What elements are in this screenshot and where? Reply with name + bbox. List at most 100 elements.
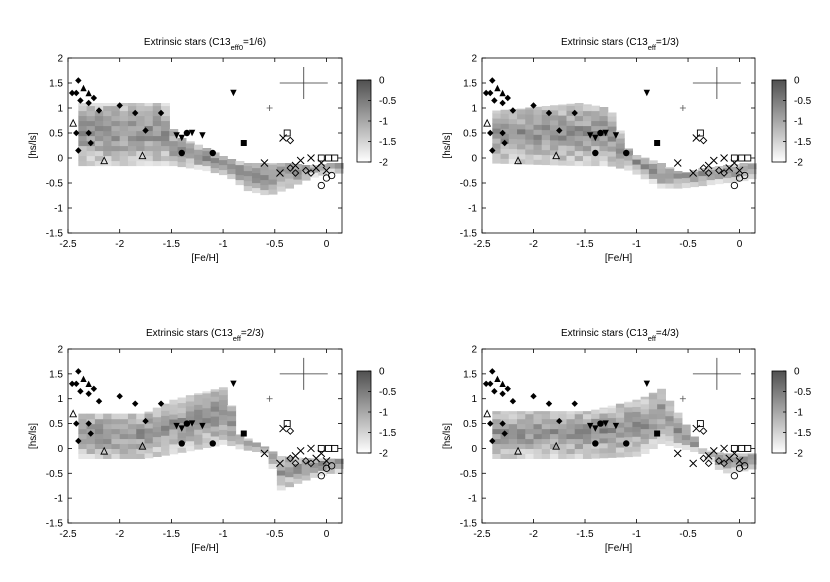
heatmap-cell [127,130,137,137]
heatmap-cell [615,436,625,443]
heatmap-cell [533,129,543,135]
heatmap-cell [169,404,179,410]
heatmap-cell [161,420,170,426]
heatmap-cell [549,428,559,435]
heatmap-cell [574,115,584,122]
heatmap-cell [285,466,295,473]
heatmap-cell [285,461,295,468]
y-tick-label: 1 [57,394,63,405]
x-tick-label: -1.5 [163,239,181,250]
heatmap-cell [144,447,154,454]
star-cross [322,457,331,465]
heatmap-cell [517,411,526,415]
heatmap-cell [574,443,584,450]
star-triangle-filled [85,380,92,387]
colorbar-tick-label: 0 [794,367,800,378]
heatmap-cell [582,418,592,425]
star-diamond-filled [87,139,94,147]
heatmap-cell [632,155,642,160]
heatmap-cell [301,175,311,181]
heatmap-cell [508,128,518,135]
heatmap-cell [492,423,502,430]
heatmap-cell [127,443,137,450]
heatmap-cell [714,464,724,470]
heatmap-cell [665,168,675,174]
chart-panel-3: -2.5 -2 -1.5 -1 -0.5 0 -1.5 -1 -0.5 0 0.5 1 1.5 2 [Fe/… [28,328,397,554]
heatmap-cell [210,152,220,159]
heatmap-cell [103,130,113,137]
heatmap-cell [492,123,502,129]
heatmap-cell [492,158,502,164]
heatmap-cell [566,423,576,430]
heatmap-cell [517,108,526,110]
star-cross [260,159,269,167]
heatmap-cell [508,423,518,430]
y-tick-label: -1 [468,204,477,215]
heatmap-cell [632,421,642,427]
star-diamond-filled [499,99,506,107]
heatmap-cell [94,418,104,425]
star-cross [673,159,682,167]
heatmap-cell [103,103,113,107]
heatmap-cell [549,411,559,415]
heatmap-cell [582,428,592,435]
heatmap-cell [599,407,609,409]
star-cross [291,452,300,460]
heatmap-cell [276,484,286,491]
star-cross [720,444,728,453]
heatmap-cell [665,400,675,407]
heatmap-cell [144,155,154,162]
heatmap-cell [739,163,749,167]
star-triangle-open [552,441,561,450]
star-diamond-filled [85,390,92,397]
star-plus [266,105,273,111]
star-triangle-open [69,118,78,127]
star-circle-filled [183,420,191,427]
heatmap-cell [94,428,104,435]
heatmap-cell [624,160,634,166]
y-tick-label: 0.5 [463,129,477,140]
heatmap-cell [94,120,104,127]
heatmap-cell [103,433,113,440]
heatmap-cell [747,458,757,465]
star-diamond-open [291,459,300,468]
star-triangle-filled [80,84,87,92]
heatmap-cell [525,109,535,115]
heatmap-cell [657,418,666,425]
star-diamond-open [301,457,310,465]
heatmap-cell [161,105,170,112]
heatmap-cell [103,423,113,430]
heatmap-cell [574,453,584,459]
star-diamond-open [720,169,728,177]
heatmap-cell [723,177,732,184]
heatmap-cell [607,161,617,167]
heatmap-cell [334,163,344,169]
heatmap-cell [293,478,303,484]
star-cross [276,169,284,177]
heatmap-cell [673,178,683,184]
plot-frame [67,348,343,524]
heatmap-cell [508,453,518,459]
heatmap-cell [500,443,510,450]
heatmap-cell [111,110,121,117]
star-diamond-filled [482,380,490,387]
heatmap-cell [144,145,154,152]
heatmap-cell [615,130,625,134]
heatmap-cell [218,429,228,435]
star-plus [679,105,686,111]
heatmap-cell [276,181,286,187]
heatmap-cell [492,418,502,425]
heatmap-cell [161,130,170,137]
heatmap-cell [640,428,650,435]
heatmap-cell [632,426,642,432]
star-diamond-filled [499,420,506,427]
heatmap-cell [111,130,121,137]
heatmap-cell [648,403,658,410]
star-cross [279,134,287,142]
star-cross [307,444,315,453]
heatmap-cell [152,130,162,137]
star-circle-filled [592,149,599,157]
heatmap-cell [136,130,146,137]
heatmap-cell [673,437,683,444]
colorbar-tick-label: -1 [379,117,388,128]
